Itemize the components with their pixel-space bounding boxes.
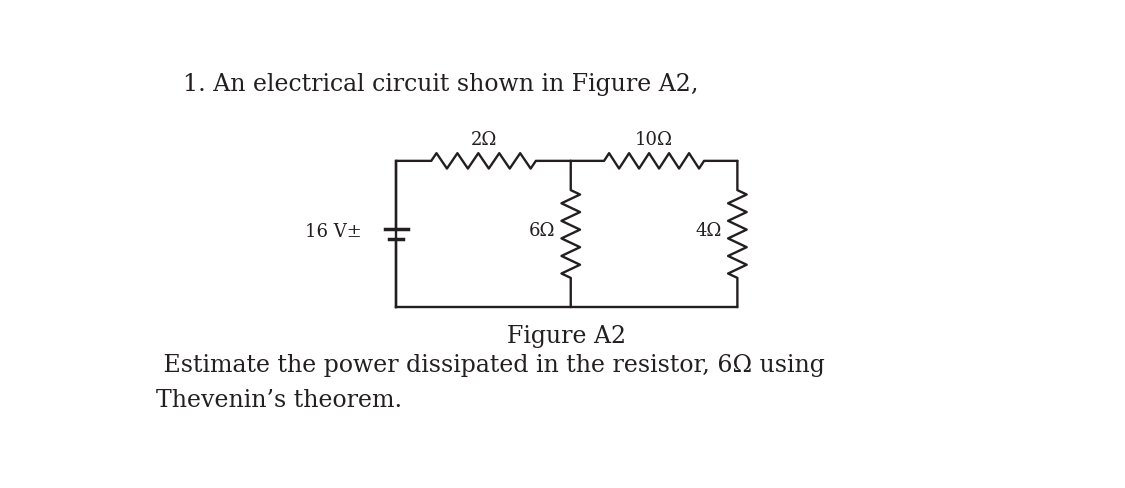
Text: Figure A2: Figure A2 bbox=[507, 325, 627, 347]
Text: 16 V±: 16 V± bbox=[305, 223, 361, 241]
Text: Estimate the power dissipated in the resistor, 6Ω using: Estimate the power dissipated in the res… bbox=[156, 354, 825, 377]
Text: 1. An electrical circuit shown in Figure A2,: 1. An electrical circuit shown in Figure… bbox=[183, 73, 699, 96]
Text: Thevenin’s theorem.: Thevenin’s theorem. bbox=[156, 388, 403, 411]
Text: 4Ω: 4Ω bbox=[695, 222, 722, 240]
Text: 10Ω: 10Ω bbox=[634, 130, 673, 148]
Text: 2Ω: 2Ω bbox=[470, 130, 497, 148]
Text: 6Ω: 6Ω bbox=[529, 222, 556, 240]
